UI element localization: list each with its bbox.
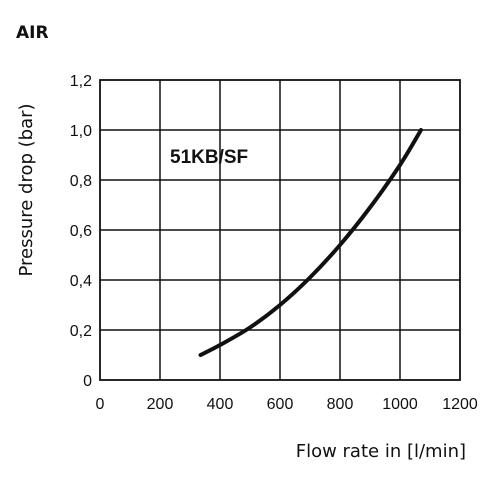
y-tick-label: 0 — [83, 373, 92, 390]
grid-lines — [100, 80, 460, 380]
x-tick-label: 600 — [267, 396, 294, 413]
x-tick-labels: 0 200 400 600 800 1000 1200 — [96, 396, 478, 413]
plot-frame — [99, 79, 461, 381]
y-tick-label: 1,2 — [70, 73, 92, 90]
x-axis-label: Flow rate in [l/min] — [296, 441, 466, 462]
x-tick-label: 800 — [327, 396, 354, 413]
y-tick-labels: 0 0,2 0,4 0,6 0,8 1,0 1,2 — [70, 73, 92, 390]
x-tick-label: 0 — [96, 396, 105, 413]
y-axis-label: Pressure drop (bar) — [16, 103, 37, 276]
y-tick-label: 0,6 — [70, 223, 92, 240]
chart-title: AIR — [16, 23, 49, 43]
x-tick-label: 1000 — [382, 396, 418, 413]
y-tick-label: 0,4 — [70, 273, 92, 290]
series-annotation: 51KB/SF — [170, 147, 248, 168]
y-tick-label: 0,8 — [70, 173, 92, 190]
y-tick-label: 0,2 — [70, 323, 92, 340]
x-tick-label: 1200 — [442, 396, 478, 413]
pressure-drop-curve — [198, 128, 423, 357]
x-tick-label: 400 — [207, 396, 234, 413]
x-tick-label: 200 — [147, 396, 174, 413]
y-tick-label: 1,0 — [70, 123, 92, 140]
